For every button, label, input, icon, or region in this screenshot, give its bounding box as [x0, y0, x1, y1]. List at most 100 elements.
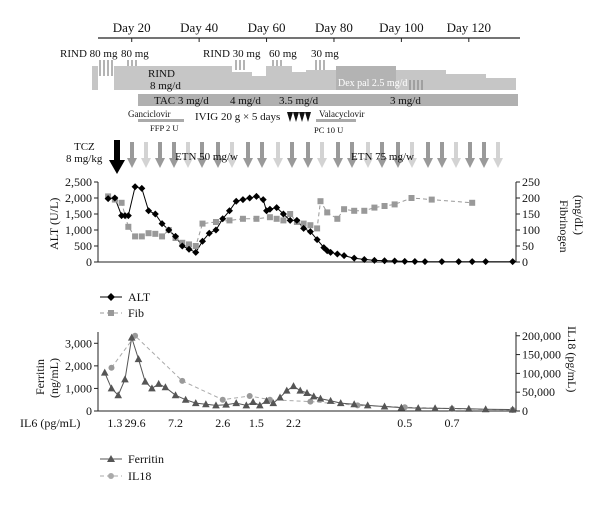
ferritin-point	[282, 386, 291, 394]
fib-point	[361, 207, 368, 214]
day-tick-label: Day 20	[113, 20, 151, 35]
day-tick-label: Day 100	[379, 20, 423, 35]
etn-arrow	[127, 142, 137, 168]
etn-arrow	[197, 142, 207, 168]
alt-point	[124, 212, 132, 220]
alt-point	[327, 248, 335, 256]
ferritin-point	[202, 400, 210, 408]
il18-point	[219, 396, 226, 403]
fib-point	[307, 222, 314, 229]
fib-point	[239, 215, 246, 222]
ffp-label: FFP 2 U	[150, 123, 179, 133]
etn-arrow	[227, 142, 237, 168]
alt-point	[401, 257, 409, 265]
y-tick-label: 2,000	[65, 191, 92, 205]
ferritin-point	[296, 386, 305, 394]
fib-point	[324, 209, 331, 216]
rind-bar	[92, 66, 98, 90]
fib-point	[408, 195, 415, 201]
timeline-axis: Day 20 Day 40 Day 60 Day 80 Day 100 Day 120	[98, 20, 520, 42]
legend-ferritin: Ferritin	[128, 452, 164, 466]
dex-bar	[336, 66, 396, 90]
alt-point	[145, 207, 153, 215]
etn-arrow	[317, 142, 327, 168]
etn-arrow	[423, 142, 433, 168]
ferritin-point	[303, 388, 311, 396]
alt-point	[509, 258, 517, 266]
day-tick-label: Day 80	[315, 20, 353, 35]
ferritin-point	[141, 377, 149, 385]
etn-arrow	[363, 142, 373, 168]
alt-point	[151, 210, 159, 218]
fib-point	[192, 243, 199, 249]
etn-arrow	[155, 142, 165, 168]
biologics-schedule: TCZ 8 mg/kg ETN 50 mg/w ETN 75 mg/w	[66, 140, 503, 174]
ferritin-point	[431, 404, 439, 412]
ferritin-point	[181, 395, 190, 403]
ferritin-point	[289, 382, 298, 390]
fib-point	[273, 215, 280, 222]
legend-fib-marker	[108, 310, 114, 316]
rind-dose-3: RIND 30 mg	[203, 48, 261, 60]
y-tick-label: 1,500	[65, 207, 92, 221]
fib-point	[212, 219, 219, 225]
fib-point	[159, 233, 166, 240]
y2-tick-label: 0	[522, 255, 528, 269]
fib-point	[226, 217, 233, 224]
tac-label-3: 3.5 mg/d	[279, 95, 319, 107]
ferritin-point	[242, 401, 251, 409]
alt-point	[468, 258, 476, 266]
il6-value: 1.5	[249, 416, 264, 430]
y-tick-label: 3,000	[65, 336, 92, 350]
ferritin-point	[222, 400, 230, 408]
ferritin-point	[114, 391, 123, 399]
rind-dose-5: 30 mg	[311, 48, 339, 60]
alt-point	[212, 226, 220, 234]
fib-point	[371, 204, 378, 211]
y2-tick-label: 100,000	[522, 366, 561, 380]
fib-point	[266, 214, 273, 221]
rind-schedule: RIND 80 mg 80 mg RIND 30 mg 60 mg 30 mg …	[60, 48, 516, 92]
alt-point	[482, 258, 490, 266]
alt-point	[259, 196, 267, 204]
fib-point	[145, 230, 152, 237]
ferritin-point	[171, 391, 180, 399]
tac-label-4: 3 mg/d	[390, 95, 421, 107]
fib-point	[132, 233, 139, 240]
etn-arrow	[465, 142, 475, 168]
ferritin-point	[148, 384, 156, 392]
alt-point	[185, 245, 193, 253]
tcz-dose: 8 mg/kg	[66, 153, 103, 165]
fib-point	[317, 198, 324, 205]
fib-point	[314, 225, 321, 232]
il6-value: 0.5	[397, 416, 412, 430]
alt-point	[360, 255, 368, 263]
legend-ferritin-marker	[107, 455, 115, 462]
alt-point	[438, 258, 446, 266]
fib-axis-label: Fibrinogen	[557, 200, 571, 253]
fib-point	[253, 215, 260, 222]
ferritin-point	[350, 400, 358, 408]
il6-value: 7.2	[168, 416, 183, 430]
ferritin-point	[336, 399, 345, 407]
etn-arrow	[407, 142, 417, 168]
legend-il18: IL18	[128, 469, 151, 483]
alt-point	[225, 207, 233, 215]
ferritin-point	[121, 375, 129, 383]
y-tick-label: 2,000	[65, 359, 92, 373]
alt-point	[273, 204, 281, 212]
alt-point	[340, 252, 348, 260]
tcz-name: TCZ	[74, 141, 95, 153]
day-tick-label: Day 60	[248, 20, 286, 35]
alt-point	[279, 210, 287, 218]
ferritin-point	[107, 384, 116, 392]
ferritin-point	[397, 403, 406, 411]
rind-bar	[114, 66, 232, 90]
legend-il18-marker	[108, 473, 114, 479]
il6-row: IL6 (pg/mL) 1.3 29.6 7.2 2.6 1.5 2.2 0.5 0.7	[20, 416, 459, 430]
y2-tick-label: 200	[522, 191, 540, 205]
ferritin-point	[309, 392, 318, 400]
y-tick-label: 0	[86, 255, 92, 269]
il6-label: IL6 (pg/mL)	[20, 416, 80, 430]
fib-point	[469, 199, 476, 206]
